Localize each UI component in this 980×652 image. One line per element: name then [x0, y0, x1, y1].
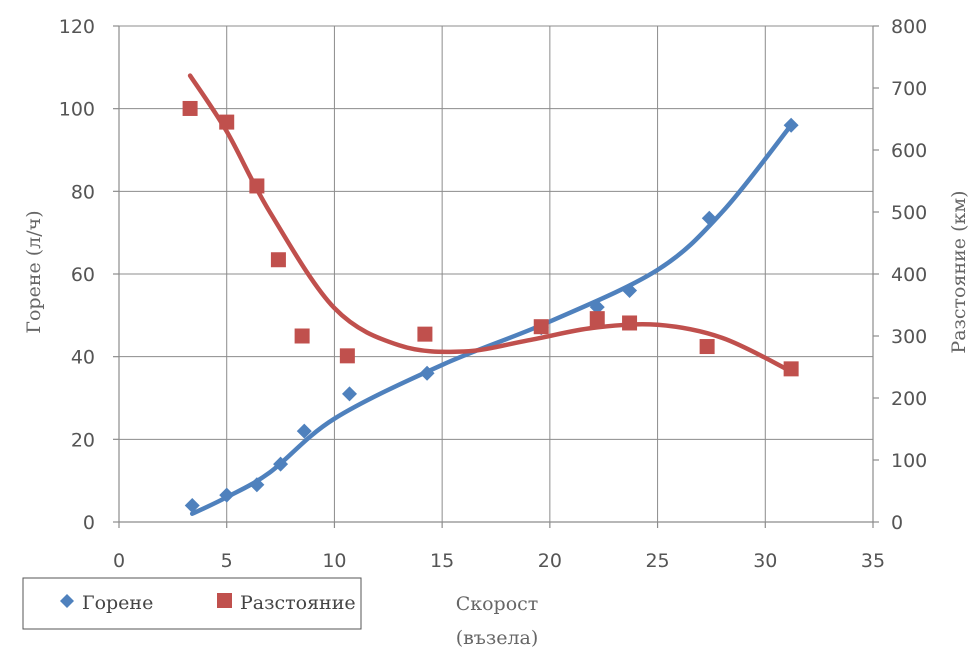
data-point-distance — [294, 328, 310, 344]
data-point-burn — [219, 487, 235, 503]
x-tick-label: 5 — [221, 550, 233, 572]
trendline-distance — [187, 73, 794, 374]
y-left-tick-label: 120 — [59, 16, 95, 38]
y-right-tick-label: 200 — [891, 388, 927, 410]
x-tick-label: 30 — [753, 550, 777, 572]
data-point-burn — [622, 283, 638, 299]
data-markers — [182, 100, 799, 513]
legend-label-distance: Разстояние — [240, 592, 356, 614]
data-point-distance — [417, 326, 433, 342]
y-right-tick-label: 300 — [891, 326, 927, 348]
y-left-tick-label: 80 — [71, 181, 95, 203]
x-tick-label: 10 — [322, 550, 346, 572]
trendlines — [187, 73, 794, 516]
x-axis-title-line-2: (възела) — [456, 627, 539, 649]
tick-labels: 0 5 10 15 20 25 30 35 0 20 40 60 80 100 120 0 100 200 300 4… — [59, 16, 928, 572]
x-tick-label: 25 — [645, 550, 669, 572]
data-point-burn — [342, 386, 358, 402]
data-point-distance — [589, 311, 605, 327]
y-right-tick-label: 100 — [891, 450, 927, 472]
y-right-tick-label: 400 — [891, 264, 927, 286]
y-left-tick-label: 100 — [59, 99, 95, 121]
legend-marker-burn — [60, 594, 74, 608]
x-tick-label: 0 — [113, 550, 125, 572]
data-point-distance — [533, 319, 549, 335]
data-point-burn — [273, 456, 289, 472]
legend-marker-distance — [217, 593, 232, 608]
data-point-burn — [701, 210, 717, 226]
data-point-distance — [182, 100, 198, 116]
data-point-distance — [339, 348, 355, 364]
gridlines — [119, 25, 874, 522]
x-tick-label: 15 — [430, 550, 454, 572]
y-right-tick-label: 0 — [891, 512, 903, 534]
y-left-tick-label: 40 — [71, 347, 95, 369]
y-left-tick-label: 20 — [71, 429, 95, 451]
data-point-distance — [699, 339, 715, 355]
data-point-burn — [589, 299, 605, 315]
y-right-tick-label: 600 — [891, 140, 927, 162]
legend: Горене Разстояние — [22, 577, 362, 630]
x-tick-label: 20 — [538, 550, 562, 572]
y-left-tick-label: 60 — [71, 264, 95, 286]
data-point-distance — [622, 315, 638, 331]
trendline-burn — [189, 122, 794, 516]
y-right-tick-label: 800 — [891, 16, 927, 38]
y-right-tick-label: 700 — [891, 78, 927, 100]
y-right-axis-title: Разстояние (км) — [948, 190, 970, 353]
axes — [113, 25, 879, 528]
data-point-distance — [249, 178, 265, 194]
data-point-burn — [296, 423, 312, 439]
legend-label-burn: Горене — [82, 592, 153, 614]
legend-box — [22, 577, 362, 630]
data-point-burn — [249, 477, 265, 493]
y-left-axis-title: Горене (л/ч) — [23, 210, 45, 333]
data-point-burn — [783, 117, 799, 133]
y-left-tick-label: 0 — [83, 512, 95, 534]
y-right-tick-label: 500 — [891, 202, 927, 224]
data-point-burn — [184, 497, 200, 513]
data-point-distance — [219, 114, 235, 130]
data-point-distance — [783, 361, 799, 377]
data-point-burn — [419, 365, 435, 381]
x-axis-title-line-1: Скорост — [456, 593, 539, 615]
x-tick-label: 35 — [861, 550, 885, 572]
data-point-distance — [270, 252, 286, 268]
